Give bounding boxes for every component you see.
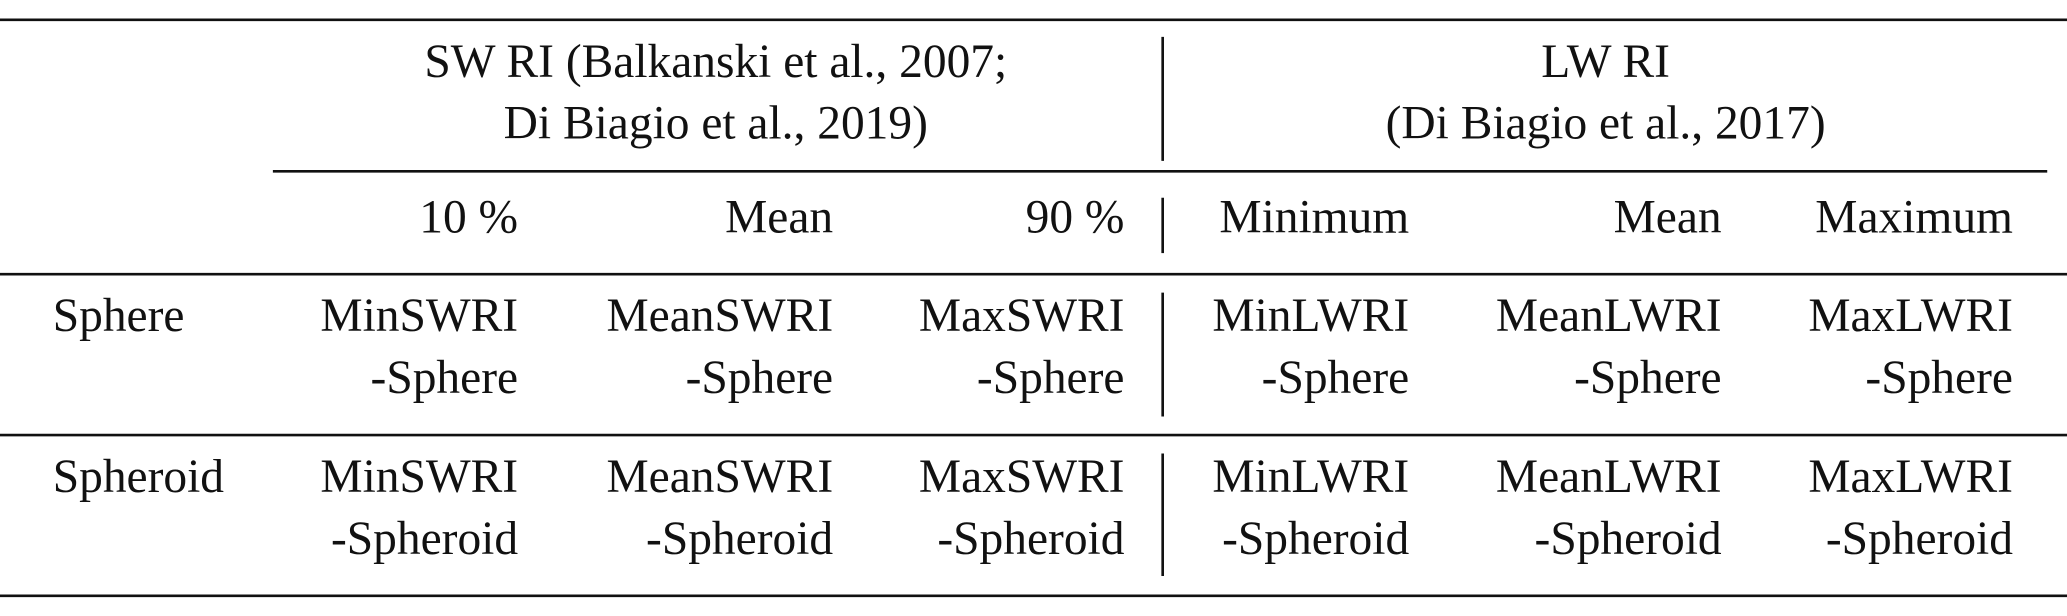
group-header: Di Biagio et al., 2019) bbox=[504, 98, 928, 150]
cell-text: MinSWRI bbox=[320, 451, 518, 503]
cell-text: -Spheroid bbox=[646, 513, 833, 565]
cell-text: MaxLWRI bbox=[1808, 451, 2013, 503]
cell-text: -Spheroid bbox=[1222, 513, 1409, 565]
cell-text: -Spheroid bbox=[937, 513, 1124, 565]
cell-text: MaxLWRI bbox=[1808, 290, 2013, 342]
cell-text: MeanLWRI bbox=[1496, 451, 1722, 503]
column-header: Mean bbox=[1614, 191, 1722, 243]
cell-text: MeanSWRI bbox=[607, 290, 834, 342]
cell-text: -Sphere bbox=[1865, 352, 2013, 404]
column-header: Mean bbox=[725, 191, 833, 243]
group-header: (Di Biagio et al., 2017) bbox=[1386, 98, 1826, 150]
row-label: Spheroid bbox=[53, 451, 225, 503]
cell-text: -Sphere bbox=[1574, 352, 1722, 404]
cell-text: -Sphere bbox=[686, 352, 834, 404]
column-header: Maximum bbox=[1815, 191, 2013, 243]
cell-text: -Sphere bbox=[1262, 352, 1410, 404]
column-header: 90 % bbox=[1026, 191, 1125, 243]
column-header: Minimum bbox=[1219, 191, 1409, 243]
row-label: Sphere bbox=[53, 290, 185, 342]
cell-text: -Sphere bbox=[371, 352, 519, 404]
group-header: SW RI (Balkanski et al., 2007; bbox=[424, 36, 1007, 88]
cell-text: MaxSWRI bbox=[919, 290, 1125, 342]
cell-text: MaxSWRI bbox=[919, 451, 1125, 503]
cell-text: MinLWRI bbox=[1212, 451, 1409, 503]
cell-text: MinSWRI bbox=[320, 290, 518, 342]
cell-text: -Spheroid bbox=[331, 513, 518, 565]
cell-text: -Spheroid bbox=[1535, 513, 1722, 565]
cell-text: -Sphere bbox=[977, 352, 1125, 404]
column-header: 10 % bbox=[419, 191, 518, 243]
cell-text: MeanSWRI bbox=[607, 451, 834, 503]
group-header: LW RI bbox=[1541, 36, 1670, 88]
cell-text: MeanLWRI bbox=[1496, 290, 1722, 342]
cell-text: MinLWRI bbox=[1212, 290, 1409, 342]
cell-text: -Spheroid bbox=[1826, 513, 2013, 565]
